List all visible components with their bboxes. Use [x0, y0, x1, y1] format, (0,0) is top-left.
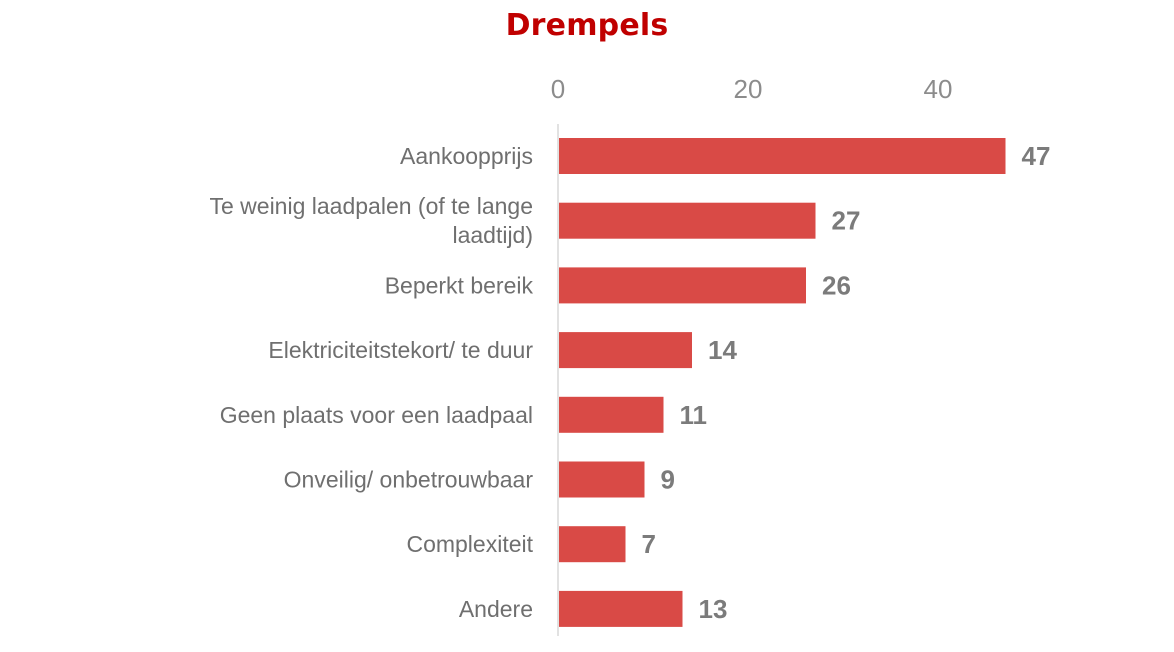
x-axis-ticks: 0 20 40	[551, 74, 953, 104]
category-label: Te weinig laadpalen (of te lange laadtijd…	[209, 193, 533, 248]
bar-value-label: 11	[680, 400, 708, 430]
category-label: Andere	[459, 596, 533, 622]
category-label-line: Elektriciteitstekort/ te duur	[268, 337, 533, 363]
bar	[559, 396, 664, 433]
bar-value-label: 27	[832, 206, 861, 236]
category-label: Geen plaats voor een laadpaal	[220, 402, 533, 428]
bar-value-label: 13	[699, 594, 728, 624]
chart-title: Drempels	[505, 8, 669, 43]
bar-value-label: 7	[642, 529, 656, 559]
category-label-line: Geen plaats voor een laadpaal	[220, 402, 533, 428]
category-label-line: Beperkt bereik	[385, 272, 534, 298]
category-label: Complexiteit	[406, 531, 533, 557]
bar	[559, 526, 626, 563]
category-labels: Aankoopprijs Te weinig laadpalen (of te l…	[209, 143, 533, 622]
bars	[559, 138, 1006, 627]
bar-value-label: 26	[822, 270, 851, 300]
category-label-line: Te weinig laadpalen (of te lange	[209, 193, 533, 219]
category-label-line: Aankoopprijs	[400, 143, 533, 169]
category-label: Beperkt bereik	[385, 272, 534, 298]
category-label-line: Onveilig/ onbetrouwbaar	[284, 467, 534, 493]
bar	[559, 461, 645, 498]
category-label-line: Complexiteit	[406, 531, 533, 557]
x-tick-label: 20	[734, 74, 763, 104]
category-label: Elektriciteitstekort/ te duur	[268, 337, 533, 363]
category-label: Onveilig/ onbetrouwbaar	[284, 467, 534, 493]
bar	[559, 267, 806, 304]
bar	[559, 590, 683, 627]
x-tick-label: 0	[551, 74, 565, 104]
bar	[559, 138, 1006, 174]
value-labels: 47 27 26 14 11 9 7 13	[642, 141, 1051, 624]
category-label-line: laadtijd)	[452, 222, 533, 248]
bar	[559, 332, 692, 369]
bar-value-label: 14	[708, 335, 737, 365]
category-label-line: Andere	[459, 596, 533, 622]
bar-value-label: 47	[1022, 141, 1051, 171]
category-label: Aankoopprijs	[400, 143, 533, 169]
bar	[559, 202, 816, 239]
x-tick-label: 40	[924, 74, 953, 104]
bar-value-label: 9	[661, 465, 675, 495]
